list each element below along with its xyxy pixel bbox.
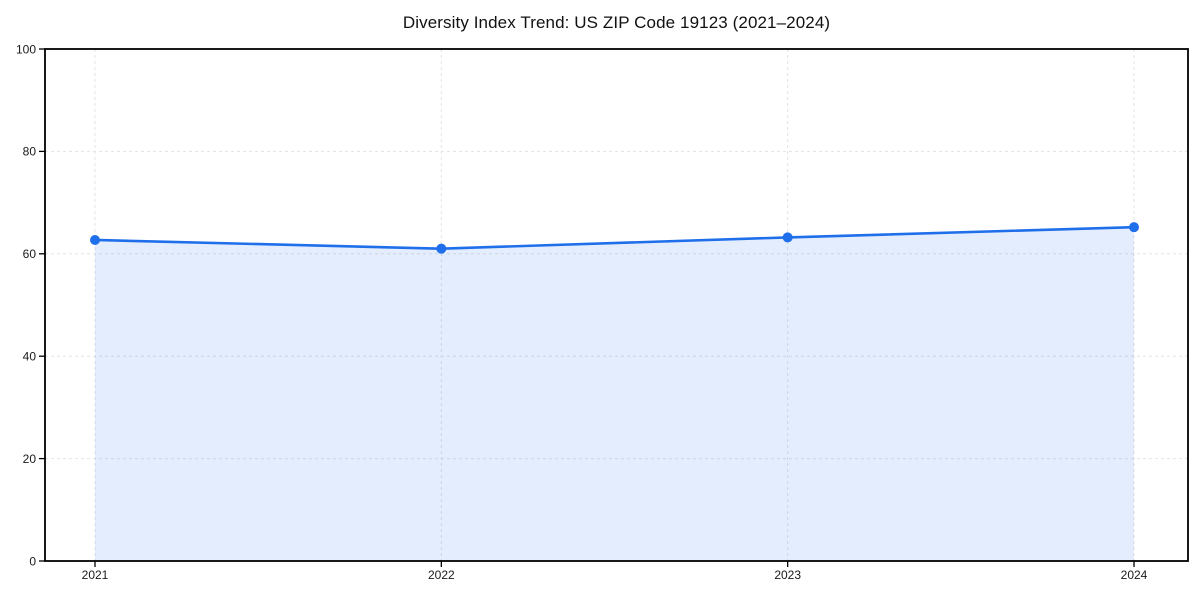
data-point-marker-2021 xyxy=(90,234,100,245)
y-tick-label: 80 xyxy=(23,145,37,159)
y-tick-label: 20 xyxy=(23,452,37,466)
y-tick-label: 60 xyxy=(23,247,37,261)
y-tick-label: 40 xyxy=(23,350,37,364)
data-point-marker-2024 xyxy=(1129,222,1139,233)
x-tick-label: 2024 xyxy=(1121,568,1148,582)
y-tick-label: 100 xyxy=(16,42,36,56)
x-tick-label: 2021 xyxy=(82,568,109,582)
area-fill xyxy=(95,227,1134,561)
trend-line xyxy=(93,225,1136,250)
data-point-marker-2023 xyxy=(782,232,793,243)
chart-title: Diversity Index Trend: US ZIP Code 19123… xyxy=(402,13,831,32)
plot-frame xyxy=(44,48,1189,562)
x-tick-label: 2023 xyxy=(774,568,801,582)
x-tick-label: 2022 xyxy=(428,568,455,582)
y-tick-label: 0 xyxy=(29,554,36,568)
data-point-marker-2022 xyxy=(436,243,447,254)
